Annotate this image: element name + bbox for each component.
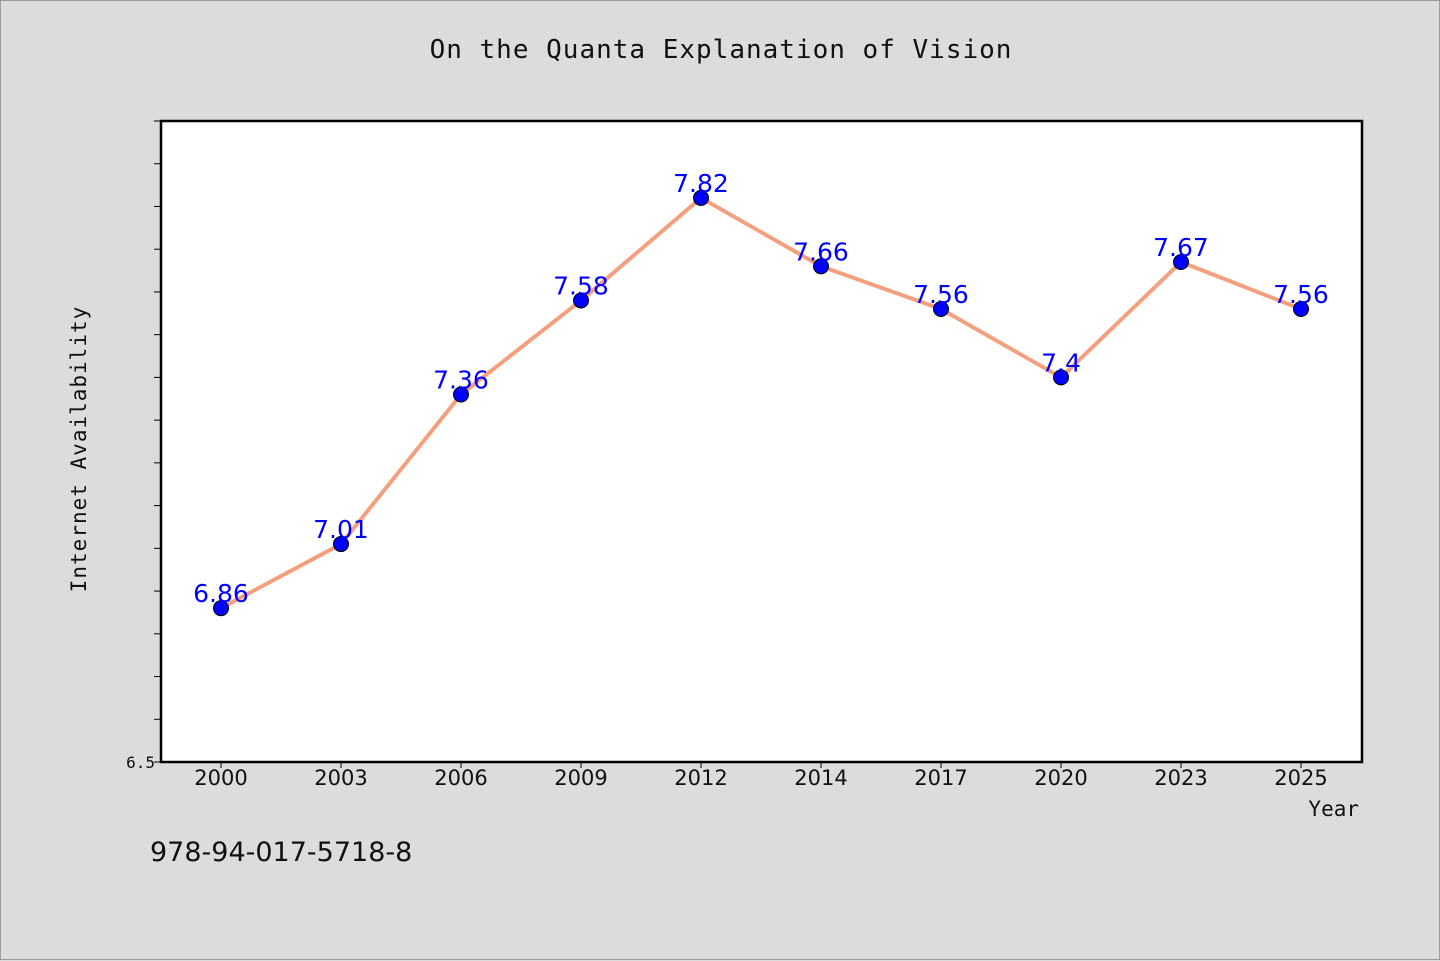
data-label: 7.56 xyxy=(913,280,969,309)
isbn-code: 978-94-017-5718-8 xyxy=(150,837,413,868)
x-axis-label: Year xyxy=(1308,797,1359,821)
x-tick-label: 2000 xyxy=(194,766,247,790)
data-label: 7.36 xyxy=(433,365,489,394)
data-point xyxy=(933,301,949,318)
data-point xyxy=(693,189,709,206)
x-tick-label: 2017 xyxy=(914,766,967,790)
data-label: 7.66 xyxy=(793,237,849,266)
data-point xyxy=(1053,369,1069,386)
data-point xyxy=(453,386,469,403)
chart-title: On the Quanta Explanation of Vision xyxy=(429,35,1013,65)
y-axis-label: Internet Availability xyxy=(67,305,91,593)
x-tick-label: 2020 xyxy=(1034,766,1087,790)
data-point xyxy=(213,600,229,617)
x-tick-label: 2025 xyxy=(1274,766,1327,790)
x-tick-label: 2014 xyxy=(794,766,847,790)
x-tick-label: 2023 xyxy=(1154,766,1207,790)
data-label: 7.82 xyxy=(673,169,729,198)
data-label: 7.67 xyxy=(1153,233,1209,262)
data-point xyxy=(333,536,349,553)
data-label: 7.58 xyxy=(553,271,609,300)
series-line xyxy=(220,195,1302,610)
data-point xyxy=(813,258,829,275)
x-tick-label: 2003 xyxy=(314,766,367,790)
y-tick-label: 6.5 xyxy=(126,753,155,772)
plot-area xyxy=(159,119,1364,764)
data-label: 7.01 xyxy=(313,515,369,544)
data-label: 7.4 xyxy=(1041,348,1081,377)
x-tick-label: 2009 xyxy=(554,766,607,790)
data-point xyxy=(1173,254,1189,271)
data-point xyxy=(1293,301,1309,318)
data-label: 6.86 xyxy=(193,579,249,608)
x-tick-label: 2012 xyxy=(674,766,727,790)
data-point xyxy=(573,292,589,309)
data-label: 7.56 xyxy=(1273,280,1329,309)
x-tick-label: 2006 xyxy=(434,766,487,790)
